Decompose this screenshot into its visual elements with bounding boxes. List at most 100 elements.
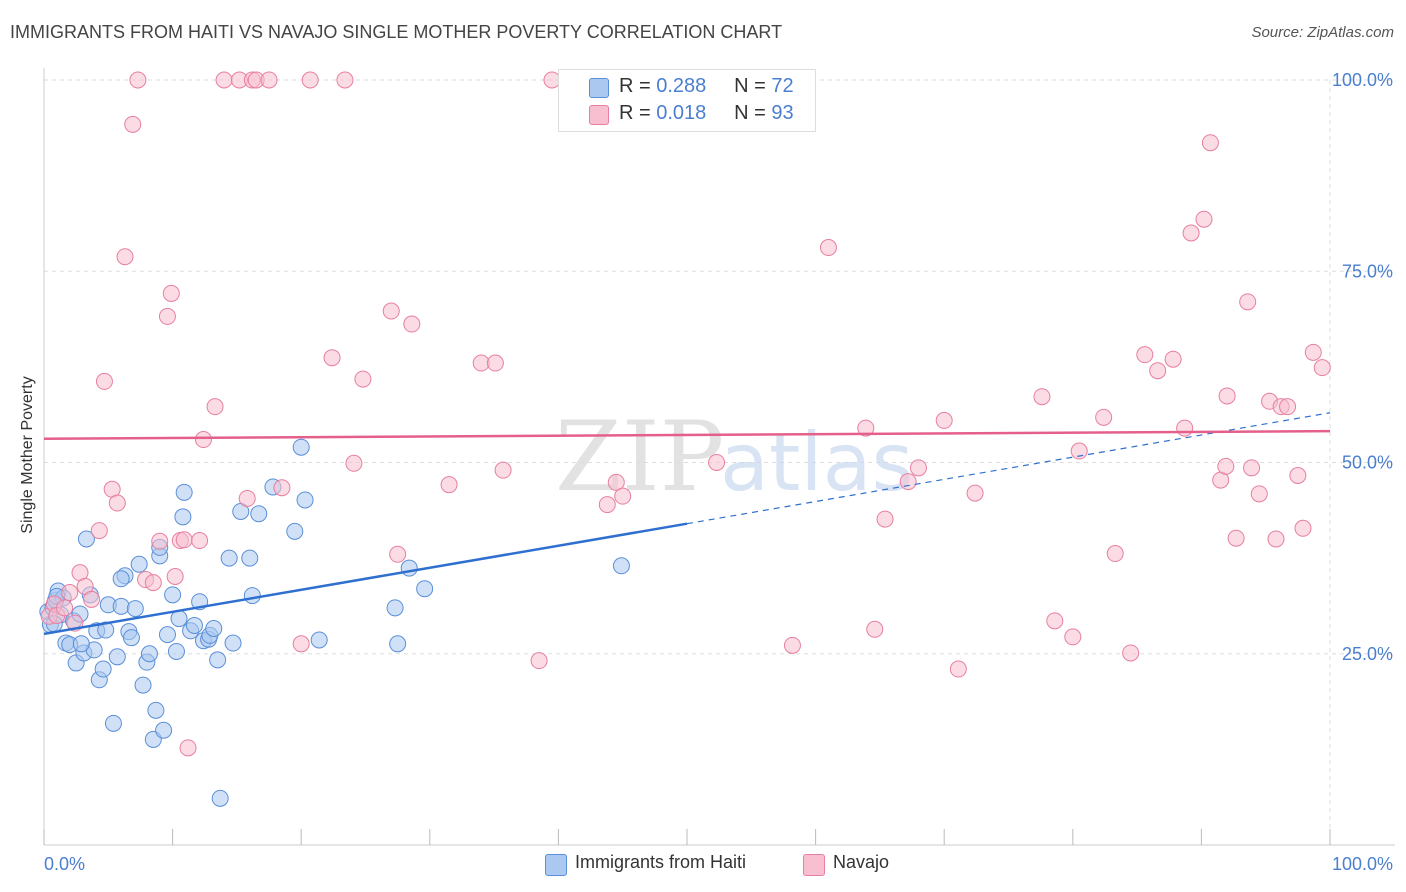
navajo-point <box>1218 387 1236 405</box>
legend-n-label: N = <box>734 102 766 124</box>
haiti-point <box>167 642 185 660</box>
navajo-point <box>1136 346 1154 364</box>
navajo-point <box>336 71 354 89</box>
navajo-point <box>83 590 101 608</box>
haiti-point <box>77 530 95 548</box>
navajo-point <box>191 532 209 550</box>
navajo-point <box>292 635 310 653</box>
axes <box>43 68 1395 846</box>
navajo-point <box>95 372 113 390</box>
haiti-point <box>209 651 227 669</box>
haiti-point <box>147 701 165 719</box>
haiti-point <box>72 635 90 653</box>
legend-r-label: R = <box>619 75 651 97</box>
haiti-point <box>130 555 148 573</box>
navajo-trendline <box>43 429 1331 441</box>
navajo-point <box>1046 612 1064 630</box>
tick-labels: 25.0% 50.0% 75.0% 100.0% 0.0% 100.0% <box>44 70 1393 874</box>
haiti-point <box>286 522 304 540</box>
haiti-point <box>112 597 130 615</box>
haiti-point <box>104 714 122 732</box>
navajo-point <box>1164 350 1182 368</box>
y-tick-label: 100.0% <box>1332 70 1393 90</box>
navajo-point <box>486 354 504 372</box>
haiti-point <box>243 587 261 605</box>
navajo-point <box>1294 519 1312 537</box>
legend-r-value-navajo: 0.018 <box>656 102 707 124</box>
navajo-point <box>124 115 142 133</box>
watermark: ZIP atlas <box>555 401 913 513</box>
legend-swatch-haiti <box>589 78 609 98</box>
navajo-point <box>783 636 801 654</box>
haiti-point <box>386 599 404 617</box>
navajo-point <box>909 459 927 477</box>
navajo-point <box>949 660 967 678</box>
legend-r-value-haiti: 0.288 <box>656 75 707 97</box>
navajo-point <box>1313 359 1331 377</box>
haiti-point <box>224 634 242 652</box>
haiti-point <box>140 645 158 663</box>
navajo-point <box>1106 545 1124 563</box>
navajo-point <box>90 522 108 540</box>
haiti-point <box>296 491 314 509</box>
navajo-points <box>40 71 1331 757</box>
bottom-legend-navajo: Navajo <box>833 852 890 872</box>
y-tick-label: 75.0% <box>1342 261 1393 281</box>
navajo-point <box>162 284 180 302</box>
haiti-point <box>155 721 173 739</box>
navajo-point <box>1243 459 1261 477</box>
haiti-trendline <box>43 522 688 636</box>
navajo-point <box>166 567 184 585</box>
haiti-point <box>211 789 229 807</box>
navajo-point <box>530 652 548 670</box>
navajo-point <box>614 487 632 505</box>
navajo-point <box>935 411 953 429</box>
haiti-points <box>39 438 630 807</box>
source-label: Source: ZipAtlas.com <box>1251 24 1394 41</box>
navajo-point <box>1267 530 1285 548</box>
bottom-legend-haiti: Immigrants from Haiti <box>575 852 747 872</box>
navajo-point <box>866 620 884 638</box>
navajo-point <box>206 398 224 416</box>
navajo-point <box>260 71 278 89</box>
watermark-zip: ZIP <box>555 401 724 513</box>
navajo-point <box>1201 134 1219 152</box>
navajo-point <box>108 494 126 512</box>
navajo-point <box>144 574 162 592</box>
bottom-legend-swatch-navajo <box>803 854 825 876</box>
navajo-point <box>1095 408 1113 426</box>
haiti-point <box>94 660 112 678</box>
haiti-point <box>612 557 630 575</box>
haiti-point <box>185 616 203 634</box>
legend-n-value-navajo: 93 <box>771 102 794 124</box>
navajo-point <box>1176 419 1194 437</box>
x-tick-label-max: 100.0% <box>1332 854 1393 874</box>
navajo-point <box>857 419 875 437</box>
navajo-point <box>323 349 341 367</box>
navajo-point <box>389 545 407 563</box>
haiti-point <box>134 676 152 694</box>
navajo-point <box>403 315 421 333</box>
haiti-point <box>205 620 223 638</box>
navajo-point <box>301 71 319 89</box>
navajo-point <box>1279 398 1297 416</box>
haiti-point <box>164 586 182 604</box>
navajo-point <box>61 584 79 602</box>
haiti-point <box>158 626 176 644</box>
navajo-point <box>899 473 917 491</box>
navajo-point <box>876 510 894 528</box>
navajo-point <box>238 489 256 507</box>
legend-r-label: R = <box>619 102 651 124</box>
haiti-point <box>112 570 130 588</box>
chart-title: IMMIGRANTS FROM HAITI VS NAVAJO SINGLE M… <box>10 22 783 42</box>
haiti-point <box>174 508 192 526</box>
navajo-point <box>194 431 212 449</box>
navajo-point <box>116 248 134 266</box>
correlation-legend: R = 0.288 N = 72 R = 0.018 N = 93 <box>558 69 816 132</box>
navajo-point <box>179 739 197 757</box>
haiti-point <box>292 438 310 456</box>
navajo-point <box>1182 224 1200 242</box>
navajo-point <box>382 302 400 320</box>
navajo-point <box>440 476 458 494</box>
haiti-point <box>241 549 259 567</box>
